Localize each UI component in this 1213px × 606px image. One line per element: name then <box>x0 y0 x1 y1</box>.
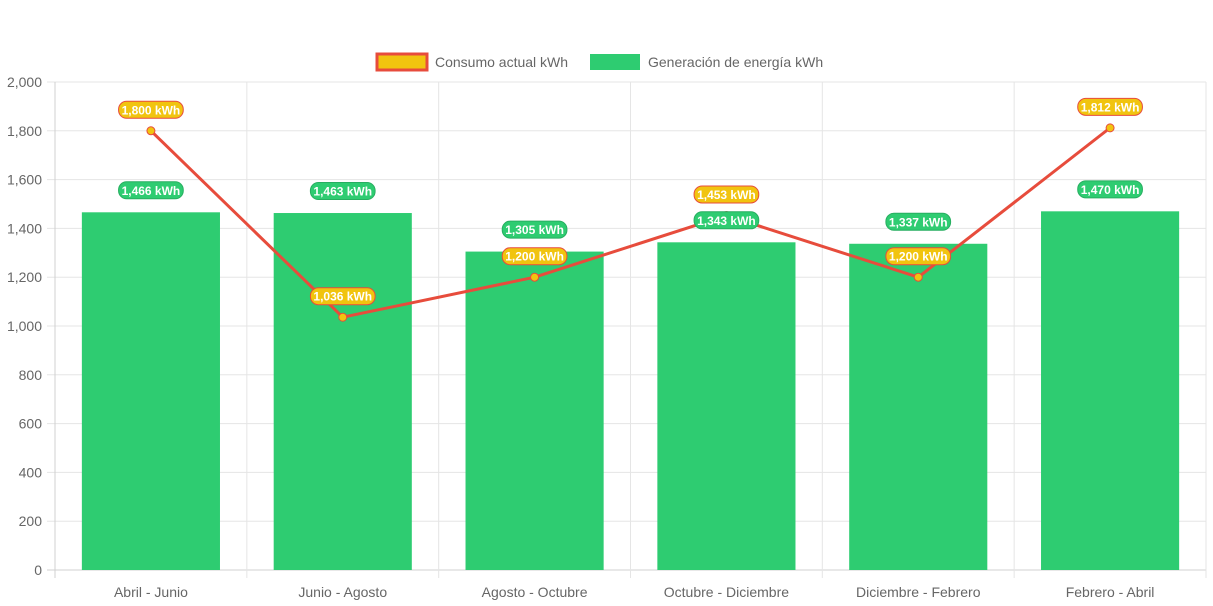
bar-value-label-text: 1,470 kWh <box>1081 183 1140 197</box>
line-point[interactable] <box>338 312 348 322</box>
legend-swatch-generacion <box>590 54 640 70</box>
x-tick-label: Abril - Junio <box>114 584 188 600</box>
line-value-label-bg <box>501 247 568 266</box>
bar-value-label-text: 1,337 kWh <box>889 215 948 229</box>
bar-value-label-text: 1,466 kWh <box>122 184 181 198</box>
bar-value-label: 1,463 kWh <box>309 182 376 201</box>
bar-value-label-bg <box>1077 180 1143 199</box>
line-point[interactable] <box>146 126 156 136</box>
x-tick-label: Junio - Agosto <box>298 584 387 600</box>
y-tick-label: 1,600 <box>7 172 42 188</box>
x-tick-label: Octubre - Diciembre <box>664 584 789 600</box>
bar-value-label: 1,305 kWh <box>501 220 568 239</box>
line-value-label-text: 1,200 kWh <box>505 250 564 264</box>
legend[interactable]: Consumo actual kWh Generación de energía… <box>375 52 823 72</box>
y-tick-label: 200 <box>19 513 43 529</box>
y-tick-label: 2,000 <box>7 74 42 90</box>
line-value-label: 1,812 kWh <box>1077 97 1143 116</box>
y-tick-label: 1,400 <box>7 220 42 236</box>
bar-value-label-text: 1,305 kWh <box>505 223 564 237</box>
y-tick-label: 1,200 <box>7 269 42 285</box>
line-value-label-bg <box>118 100 184 119</box>
y-tick-label: 600 <box>19 416 43 432</box>
x-tick-label: Diciembre - Febrero <box>856 584 981 600</box>
y-axis: 0 200 400 600 800 1,000 1,200 1,400 1,600 1,800 2,… <box>7 74 42 578</box>
legend-label-consumo: Consumo actual kWh <box>435 54 568 70</box>
line-value-label-text: 1,453 kWh <box>697 188 756 202</box>
line-point[interactable] <box>530 272 540 282</box>
bar-value-label: 1,470 kWh <box>1077 180 1143 199</box>
bar-value-label-bg <box>118 181 184 200</box>
bar[interactable] <box>849 243 988 570</box>
line-value-label-bg <box>1077 97 1143 116</box>
bar[interactable] <box>273 213 412 570</box>
y-tick-label: 400 <box>19 464 43 480</box>
bar-series <box>81 211 1180 571</box>
y-tick-label: 1,800 <box>7 123 42 139</box>
bar-value-label-bg <box>501 220 568 239</box>
line-value-label: 1,453 kWh <box>693 185 760 204</box>
line-value-label-bg <box>885 247 952 266</box>
legend-label-generacion: Generación de energía kWh <box>648 54 823 70</box>
legend-swatch-consumo <box>375 52 429 72</box>
bar-value-label-bg <box>309 182 376 201</box>
bar-value-label-text: 1,343 kWh <box>697 214 756 228</box>
bar-value-label-text: 1,463 kWh <box>313 185 372 199</box>
line-value-label: 1,200 kWh <box>501 247 568 266</box>
line-value-label-bg <box>309 287 376 306</box>
data-labels: 1,466 kWh 1,463 kWh 1,305 kWh 1,343 kWh 1,33… <box>118 97 1143 306</box>
x-tick-label: Febrero - Abril <box>1066 584 1155 600</box>
bar-value-label: 1,337 kWh <box>885 212 952 231</box>
bar[interactable] <box>465 251 604 570</box>
line-value-label: 1,036 kWh <box>309 287 376 306</box>
line-value-label-text: 1,036 kWh <box>313 290 372 304</box>
line-value-label-text: 1,812 kWh <box>1081 100 1140 114</box>
y-tick-label: 800 <box>19 367 43 383</box>
legend-item-generacion[interactable]: Generación de energía kWh <box>590 54 823 70</box>
bar[interactable] <box>81 212 220 570</box>
line-value-label-text: 1,200 kWh <box>889 250 948 264</box>
bar-value-label-bg <box>693 211 760 230</box>
line-value-label: 1,800 kWh <box>118 100 184 119</box>
bar-value-label: 1,466 kWh <box>118 181 184 200</box>
x-tick-label: Agosto - Octubre <box>482 584 588 600</box>
legend-item-consumo[interactable]: Consumo actual kWh <box>375 52 568 72</box>
line-point[interactable] <box>1105 123 1115 133</box>
line-value-label: 1,200 kWh <box>885 247 952 266</box>
line-point[interactable] <box>913 272 923 282</box>
grid <box>47 81 1207 578</box>
bar-value-label: 1,343 kWh <box>693 211 760 230</box>
y-tick-label: 0 <box>34 562 42 578</box>
line-value-label-text: 1,800 kWh <box>122 103 181 117</box>
bar[interactable] <box>657 242 796 571</box>
x-axis: Abril - Junio Junio - Agosto Agosto - Octu… <box>114 584 1154 600</box>
y-tick-label: 1,000 <box>7 318 42 334</box>
line-value-label-bg <box>693 185 760 204</box>
bar[interactable] <box>1041 211 1180 570</box>
bar-value-label-bg <box>885 212 952 231</box>
